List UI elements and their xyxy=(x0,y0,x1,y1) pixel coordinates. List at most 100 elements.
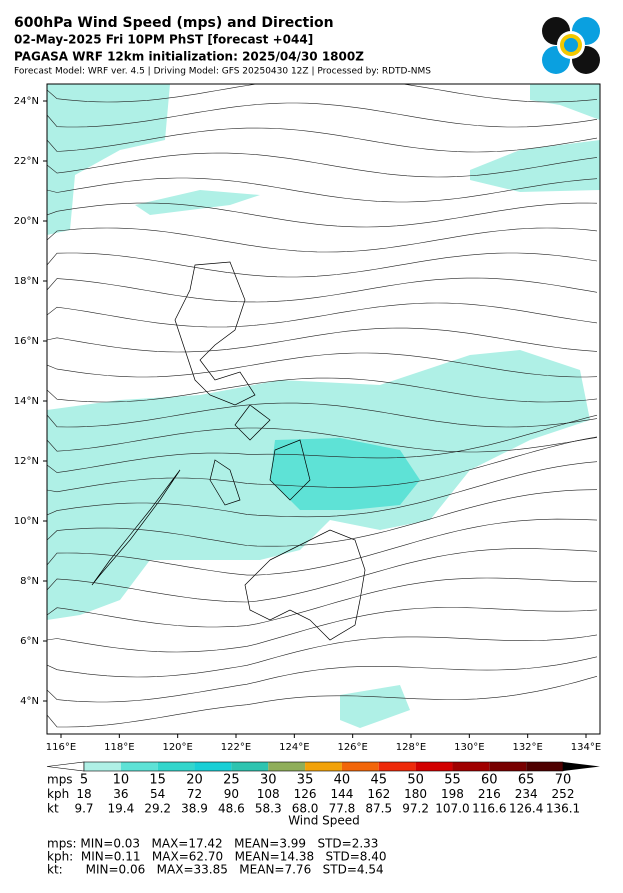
colorbar-label: 15 xyxy=(149,773,166,788)
colorbar-segment xyxy=(378,762,416,771)
colorbar-label: 55 xyxy=(444,773,461,788)
unit-label: kph xyxy=(47,787,69,801)
colorbar-segment xyxy=(305,762,342,771)
colorbar-segment xyxy=(268,762,306,771)
colorbar-segment xyxy=(526,762,563,771)
streamline xyxy=(47,607,598,653)
streamline xyxy=(47,427,598,453)
lon-label: 116°E xyxy=(46,742,76,753)
lon-label: 132°E xyxy=(512,742,542,753)
colorbar-high xyxy=(563,762,600,771)
colorbar-label: 45 xyxy=(370,773,387,788)
streamline xyxy=(47,548,598,603)
streamline xyxy=(47,377,598,403)
colorbar-label: 108 xyxy=(257,787,280,801)
colorbar-label: 40 xyxy=(334,773,351,788)
lat-label: 6°N xyxy=(20,636,39,647)
lon-label: 130°E xyxy=(454,742,484,753)
colorbar-label: 162 xyxy=(367,787,390,801)
colorbar-label: 72 xyxy=(187,787,202,801)
init: PAGASA WRF 12km initialization: 2025/04/… xyxy=(14,50,364,64)
lon-label: 118°E xyxy=(104,742,134,753)
streamline xyxy=(47,202,598,228)
lon-label: 124°E xyxy=(279,742,309,753)
title: 600hPa Wind Speed (mps) and Direction xyxy=(14,15,334,31)
streamline xyxy=(47,489,598,547)
colorbar-title: Wind Speed xyxy=(288,814,360,828)
colorbar-segment xyxy=(157,762,195,771)
streamline xyxy=(47,102,598,128)
colorbar-label: 54 xyxy=(150,787,165,801)
streamline xyxy=(47,402,598,428)
colorbar-label: 19.4 xyxy=(107,802,134,816)
colorbar-label: 29.2 xyxy=(144,802,171,816)
colorbar-label: 126.4 xyxy=(509,802,543,816)
lat-label: 4°N xyxy=(20,696,39,707)
colorbar-label: 30 xyxy=(260,773,277,788)
streamline xyxy=(47,461,598,518)
streamline xyxy=(47,352,598,378)
colorbar-label: 5 xyxy=(80,773,88,788)
streamline xyxy=(47,152,598,178)
streamline xyxy=(47,577,598,628)
colorbar-label: 65 xyxy=(518,773,535,788)
colorbar-segment xyxy=(452,762,490,771)
unit-label: mps xyxy=(47,773,73,787)
colorbar-label: 36 xyxy=(113,787,128,801)
lat-label: 16°N xyxy=(14,336,39,347)
colorbar-label: 10 xyxy=(113,773,130,788)
colorbar-label: 68.0 xyxy=(292,802,319,816)
lon-label: 134°E xyxy=(571,742,601,753)
streamline xyxy=(47,656,598,703)
colorbar-label: 252 xyxy=(552,787,575,801)
colorbar-segment xyxy=(231,762,269,771)
colorbar-label: 90 xyxy=(224,787,239,801)
colorbar-segment xyxy=(194,762,232,771)
map-area xyxy=(47,84,600,728)
streamline xyxy=(47,436,598,493)
colorbar-label: 107.0 xyxy=(435,802,469,816)
colorbar-label: 9.7 xyxy=(74,802,93,816)
colorbar-label: 126 xyxy=(294,787,317,801)
streamline xyxy=(47,302,598,328)
colorbar-label: 136.1 xyxy=(546,802,580,816)
logo xyxy=(542,17,600,74)
lat-label: 22°N xyxy=(14,156,39,167)
colorbar-label: 20 xyxy=(186,773,203,788)
colorbar-label: 35 xyxy=(297,773,314,788)
lon-label: 126°E xyxy=(337,742,367,753)
stat-row: kph: MIN=0.11 MAX=62.70 MEAN=14.38 STD=8… xyxy=(47,850,387,864)
colorbar-label: 50 xyxy=(407,773,424,788)
streamline xyxy=(47,252,598,278)
colorbar-segment xyxy=(489,762,527,771)
streamline xyxy=(47,177,598,203)
colorbar-label: 97.2 xyxy=(402,802,429,816)
colorbar-segment xyxy=(341,762,379,771)
streamline xyxy=(47,277,598,303)
map-frame xyxy=(46,83,601,735)
colorbar-label: 77.8 xyxy=(329,802,356,816)
colorbar-low xyxy=(46,761,85,772)
streamline xyxy=(47,518,598,576)
colorbar-label: 25 xyxy=(223,773,240,788)
colorbar-label: 70 xyxy=(555,773,572,788)
lon-label: 122°E xyxy=(221,742,251,753)
colorbar-segment xyxy=(415,762,453,771)
colorbar-label: 180 xyxy=(404,787,427,801)
lon-label: 128°E xyxy=(396,742,426,753)
streamline xyxy=(47,414,598,473)
lon-label: 120°E xyxy=(162,742,192,753)
colorbar-label: 18 xyxy=(76,787,91,801)
unit-label: kt xyxy=(47,802,59,816)
lat-label: 18°N xyxy=(14,276,39,287)
subtitle: 02-May-2025 Fri 10PM PhST [forecast +044… xyxy=(14,33,313,47)
note: Forecast Model: WRF ver. 4.5 | Driving M… xyxy=(14,67,431,77)
streamline xyxy=(47,84,598,103)
colorbar-label: 58.3 xyxy=(255,802,282,816)
lat-label: 10°N xyxy=(14,516,39,527)
stat-row: mps: MIN=0.03 MAX=17.42 MEAN=3.99 STD=2.… xyxy=(47,837,378,851)
lat-label: 14°N xyxy=(14,396,39,407)
colorbar-segment xyxy=(120,762,158,771)
colorbar-label: 60 xyxy=(481,773,498,788)
